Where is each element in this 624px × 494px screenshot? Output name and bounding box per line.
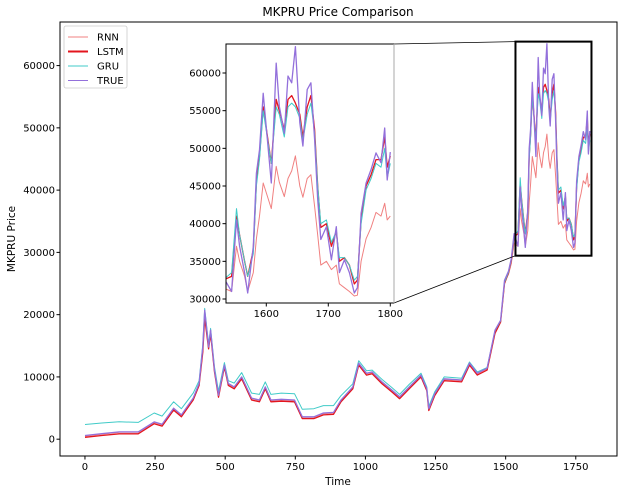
main-y-tick-label: 50000 xyxy=(23,123,55,134)
main-x-tick-label: 1500 xyxy=(493,462,518,473)
legend-box xyxy=(63,25,128,89)
main-x-tick-label: 1000 xyxy=(353,462,378,473)
chart-title: MKPRU Price Comparison xyxy=(262,5,413,19)
main-x-tick-label: 1750 xyxy=(563,462,588,473)
legend-label-gru: GRU xyxy=(97,62,119,73)
main-y-tick-label: 20000 xyxy=(23,310,55,321)
zoom-region-rectangle xyxy=(514,40,593,257)
x-axis-label: Time xyxy=(324,476,351,488)
legend-label-true: TRUE xyxy=(96,76,124,87)
inset-series-true xyxy=(226,45,391,294)
main-series-gru xyxy=(84,90,591,425)
main-y-tick-label: 10000 xyxy=(23,372,55,383)
main-x-tick-label: 1250 xyxy=(423,462,448,473)
zoom-connector-top xyxy=(393,41,516,45)
inset-plot-area xyxy=(226,45,391,297)
inset-y-tick-label: 50000 xyxy=(189,144,221,155)
inset-axes-ticks: 1600 1700 1800 30000 35000 40000 45000 50000 550… xyxy=(189,69,403,320)
inset-series-rnn xyxy=(226,155,391,297)
main-y-tick-label: 60000 xyxy=(23,61,55,72)
main-x-tick-label: 0 xyxy=(82,462,88,473)
inset-y-tick-label: 55000 xyxy=(189,106,221,117)
main-y-tick-label: 40000 xyxy=(23,186,55,197)
main-x-tick-label: 500 xyxy=(216,462,235,473)
y-axis-label: MKPRU Price xyxy=(6,206,18,272)
main-axes-ticks: 0 250 500 750 1000 1250 1500 1750 0 10000 20000 300… xyxy=(23,61,588,473)
inset-y-tick-label: 30000 xyxy=(189,295,221,306)
zoom-connector-bottom xyxy=(393,255,516,304)
main-x-tick-label: 750 xyxy=(286,462,305,473)
main-plot-area xyxy=(84,43,591,438)
main-series-true xyxy=(84,43,591,437)
inset-axes-frame xyxy=(225,43,394,304)
inset-y-tick-label: 45000 xyxy=(189,182,221,193)
inset-x-tick-label: 1800 xyxy=(378,309,403,320)
inset-y-tick-label: 35000 xyxy=(189,257,221,268)
inset-x-tick-label: 1600 xyxy=(254,309,279,320)
main-x-tick-label: 250 xyxy=(146,462,165,473)
inset-y-tick-label: 40000 xyxy=(189,219,221,230)
zoom-indicator xyxy=(393,40,593,304)
main-axes-frame xyxy=(59,21,618,457)
inset-x-tick-label: 1700 xyxy=(316,309,341,320)
legend: RNN LSTM GRU TRUE xyxy=(63,25,128,89)
main-y-tick-label: 30000 xyxy=(23,248,55,259)
main-y-tick-label: 0 xyxy=(49,435,55,446)
legend-label-lstm: LSTM xyxy=(97,47,124,58)
inset-y-tick-label: 60000 xyxy=(189,69,221,80)
legend-label-rnn: RNN xyxy=(97,33,119,44)
